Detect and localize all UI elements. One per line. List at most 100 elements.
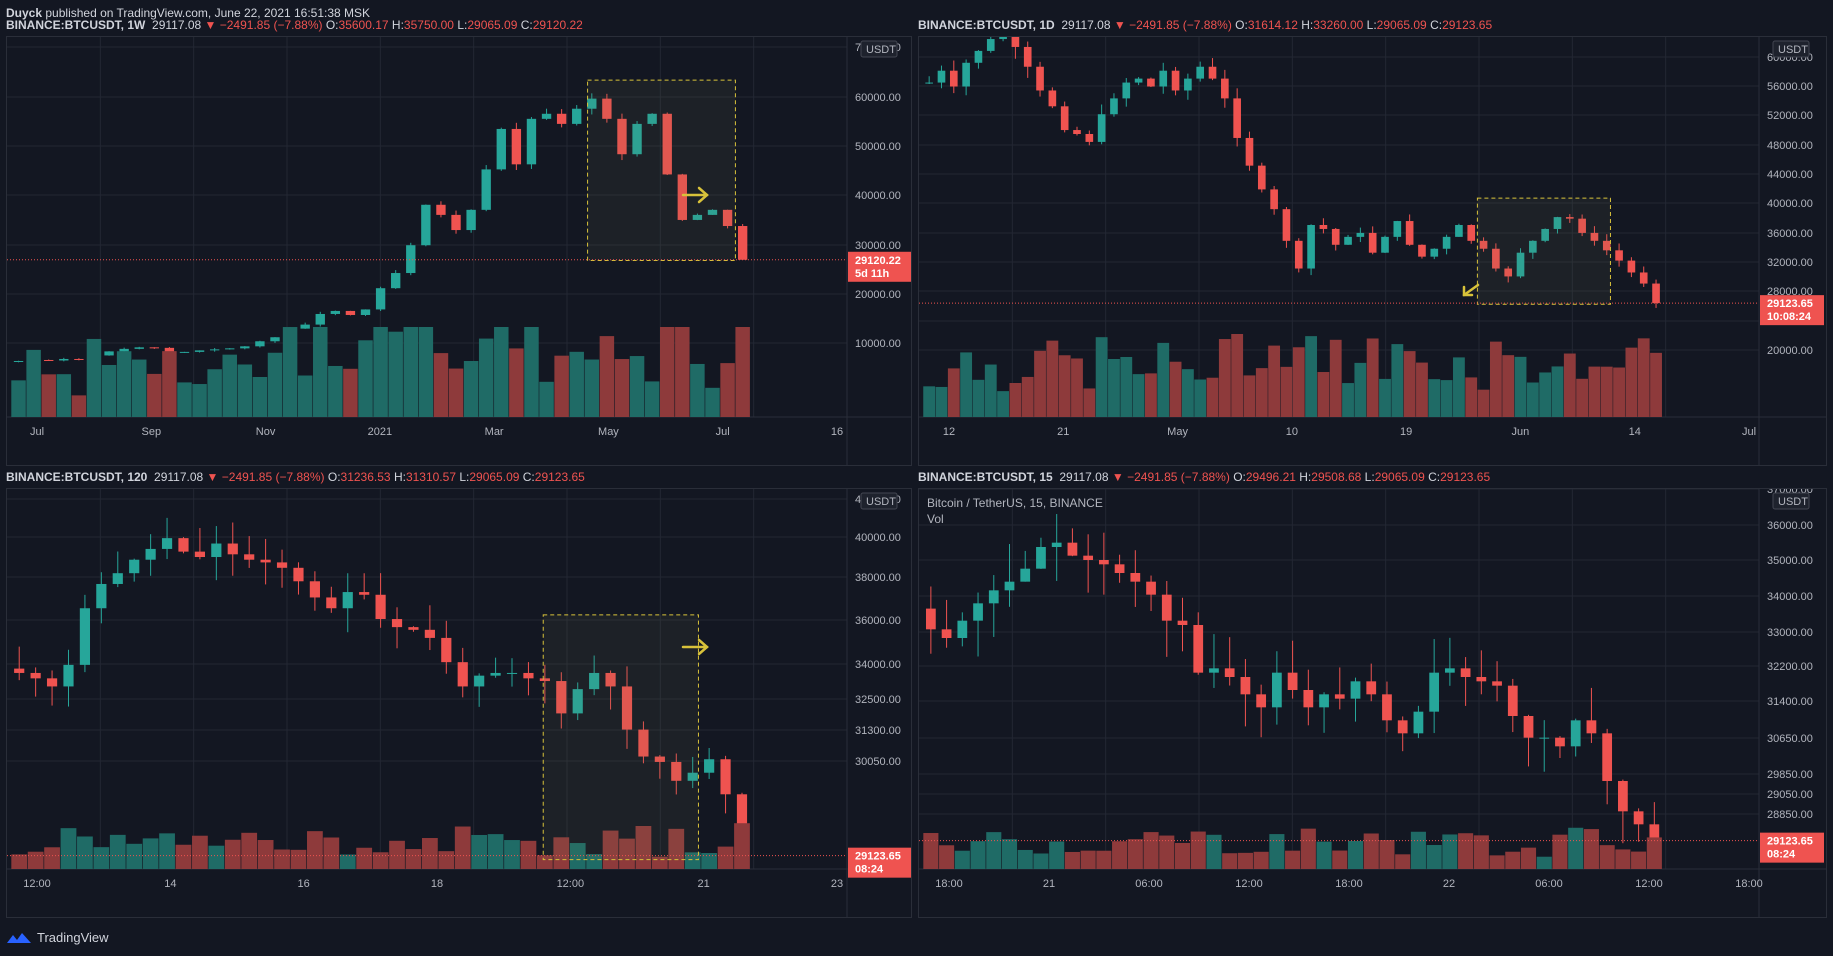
volume-bar: [1231, 333, 1244, 417]
candle-body: [240, 346, 250, 349]
15m-chart-panel[interactable]: 37000.0036000.0035000.0034000.0033000.00…: [918, 488, 1827, 918]
volume-bar: [1222, 853, 1238, 869]
volume-bar: [1403, 351, 1416, 417]
price-axis: 70000.0060000.0050000.0040000.0030000.00…: [855, 42, 901, 350]
open-value: 31614.12: [1247, 18, 1298, 32]
price-tick-label: 30000.00: [855, 240, 901, 252]
candle-body: [1245, 137, 1254, 166]
brand-name[interactable]: TradingView: [37, 930, 109, 945]
price-tick-label: 36000.00: [1767, 228, 1813, 240]
candle-body: [1633, 811, 1644, 825]
candle-body: [1586, 720, 1597, 734]
candle-body: [300, 324, 310, 329]
weekly-chart-panel[interactable]: 70000.0060000.0050000.0040000.0030000.00…: [6, 36, 912, 466]
candle-body: [104, 351, 114, 356]
candle-body: [1516, 252, 1525, 277]
volume-bar: [1568, 827, 1584, 869]
volume-bar: [77, 836, 93, 869]
l-label: L:: [459, 470, 470, 484]
candle-body: [436, 204, 446, 215]
candle-body: [1177, 620, 1188, 625]
candle-body: [654, 756, 665, 762]
volume-bar: [1237, 852, 1253, 869]
volume-bar: [1157, 342, 1170, 417]
volume-bar: [569, 351, 584, 417]
volume-bar: [720, 363, 735, 417]
candle-body: [632, 123, 642, 155]
volume-bar: [323, 837, 340, 869]
candle-body: [474, 675, 485, 687]
candle-body: [79, 608, 91, 665]
c-label: C:: [1428, 470, 1441, 484]
volume-bar: [1489, 341, 1502, 417]
volume-bar: [224, 839, 241, 869]
c-label: C:: [520, 18, 533, 32]
candle-body: [1196, 66, 1205, 79]
candle-body: [1602, 733, 1613, 781]
120m-chart-panel[interactable]: 42000.0040000.0038000.0036000.0034000.00…: [6, 488, 912, 918]
price-tick-label: 29850.00: [1767, 769, 1813, 781]
time-tick-label: 19: [1400, 426, 1412, 438]
price-tick-label: 10000.00: [855, 338, 901, 350]
time-axis: 12:00 14 16 18 12:00 21 23: [23, 878, 843, 890]
volume-bar: [586, 854, 603, 869]
volume-bar: [1599, 845, 1615, 869]
change: ▼ −2491.85 (−7.88%): [1111, 470, 1230, 484]
candle-body: [63, 664, 74, 687]
volume-bar: [972, 379, 985, 417]
candle-body: [1224, 668, 1235, 677]
candle-body: [1649, 824, 1660, 841]
symbol: BINANCE:BTCUSDT, 15: [918, 470, 1053, 484]
volume-bar: [1194, 379, 1207, 417]
candle-body: [572, 689, 583, 714]
volume-bar: [1046, 340, 1059, 417]
candle-body: [179, 351, 190, 353]
volume-bar: [208, 845, 225, 869]
candle-body: [605, 672, 616, 687]
volume-bar: [675, 327, 690, 417]
candle-body: [1393, 221, 1402, 237]
close-value: 29123.65: [1440, 470, 1491, 484]
footer: TradingView: [6, 930, 109, 945]
volume-bar: [56, 374, 72, 417]
volume-bar: [923, 833, 939, 869]
candle-body: [315, 313, 325, 325]
low-value: 29065.09: [467, 18, 518, 32]
volume-bar: [109, 834, 126, 869]
last-price: 29117.08: [154, 470, 204, 484]
candle-body: [526, 118, 537, 165]
time-tick-label: 06:00: [1135, 878, 1163, 890]
panel-4-header: BINANCE:BTCUSDT, 15 29117.08 ▼ −2491.85 …: [918, 470, 1490, 486]
price-tick-label: 20000.00: [1767, 345, 1813, 357]
volume-bar: [1049, 841, 1065, 869]
candle-body: [1578, 218, 1586, 233]
volume-bar: [1033, 853, 1049, 869]
time-tick-label: 23: [831, 878, 843, 890]
last-price-badge-timer: 10:08:24: [1767, 311, 1812, 323]
candle-body: [1282, 209, 1291, 241]
tradingview-logo-icon[interactable]: [6, 931, 32, 945]
volume-bar: [1021, 376, 1034, 417]
time-tick-label: 10: [1286, 426, 1298, 438]
volume-bar: [684, 852, 701, 869]
arrow-down-left-icon: [1462, 283, 1480, 297]
highlight-zone-box: [587, 79, 736, 262]
open-value: 35600.17: [338, 18, 389, 32]
price-tick-label: 48000.00: [1767, 140, 1813, 152]
candle-body: [1209, 668, 1219, 673]
volume-bar: [41, 374, 56, 417]
volume-bar: [1292, 347, 1305, 417]
grid: [919, 489, 1759, 869]
candle-body: [925, 82, 933, 84]
volume-bar: [509, 348, 524, 417]
volume-bar: [1280, 366, 1293, 417]
volume-bar: [1440, 380, 1453, 417]
volume-bar: [1174, 842, 1191, 869]
daily-chart-panel[interactable]: 60000.00 56000.00 52000.00 48000.00 44000.00…: [918, 36, 1827, 466]
author-name[interactable]: Duyck: [6, 6, 43, 20]
volume-bar: [1127, 839, 1143, 869]
time-tick-label: Jul: [30, 426, 44, 438]
volume-bar: [1206, 377, 1219, 417]
candle-body: [1319, 225, 1328, 229]
